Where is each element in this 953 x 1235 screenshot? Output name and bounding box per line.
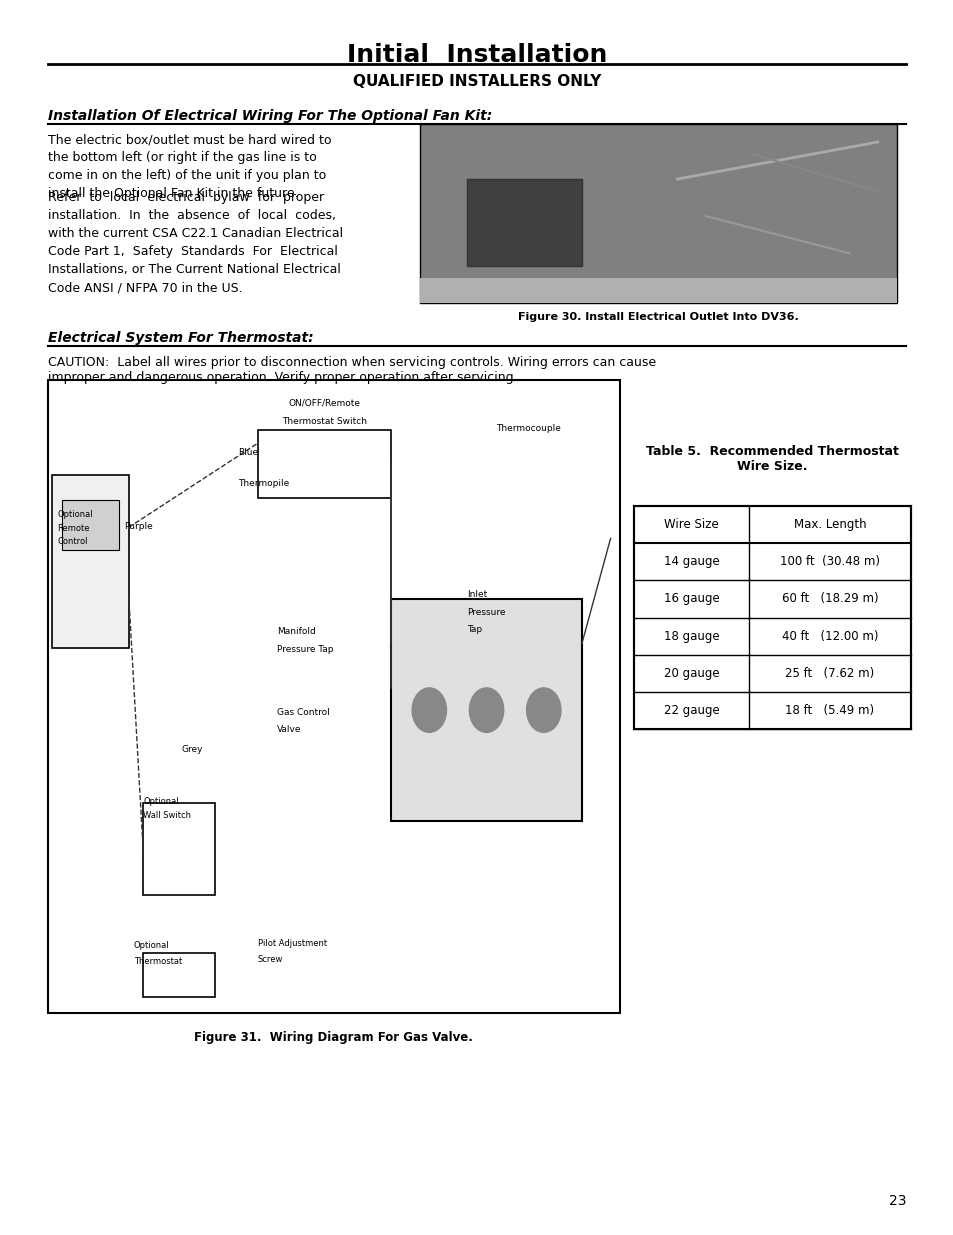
Text: Thermocouple: Thermocouple xyxy=(496,424,560,432)
Bar xyxy=(419,278,896,303)
Text: Inlet: Inlet xyxy=(467,590,487,599)
Text: Tap: Tap xyxy=(467,625,482,634)
Bar xyxy=(419,124,896,303)
Text: Wall Switch: Wall Switch xyxy=(143,811,191,820)
Text: Max. Length: Max. Length xyxy=(793,519,865,531)
Bar xyxy=(143,803,214,895)
Text: Optional: Optional xyxy=(143,797,178,805)
Text: 40 ft   (12.00 m): 40 ft (12.00 m) xyxy=(781,630,878,642)
Bar xyxy=(48,380,619,1013)
Text: Pressure Tap: Pressure Tap xyxy=(276,645,333,653)
Bar xyxy=(634,506,910,729)
Text: 14 gauge: 14 gauge xyxy=(663,556,719,568)
Text: 20 gauge: 20 gauge xyxy=(663,667,719,679)
Text: Screw: Screw xyxy=(257,955,283,963)
Text: Optional: Optional xyxy=(133,941,169,950)
Text: Installation Of Electrical Wiring For The Optional Fan Kit:: Installation Of Electrical Wiring For Th… xyxy=(48,109,492,122)
Text: ON/OFF/Remote: ON/OFF/Remote xyxy=(288,399,360,408)
Text: Wire Size: Wire Size xyxy=(663,519,719,531)
Bar xyxy=(143,953,214,997)
Text: Thermopile: Thermopile xyxy=(238,479,290,488)
Bar xyxy=(257,430,391,498)
Circle shape xyxy=(469,688,503,732)
Bar xyxy=(62,500,119,550)
Text: Refer  to  local  electrical  bylaw  for  proper
installation.  In  the  absence: Refer to local electrical bylaw for prop… xyxy=(48,191,342,294)
Text: 18 ft   (5.49 m): 18 ft (5.49 m) xyxy=(784,704,874,716)
Text: 100 ft  (30.48 m): 100 ft (30.48 m) xyxy=(780,556,879,568)
Circle shape xyxy=(526,688,560,732)
Text: 60 ft   (18.29 m): 60 ft (18.29 m) xyxy=(781,593,878,605)
Text: QUALIFIED INSTALLERS ONLY: QUALIFIED INSTALLERS ONLY xyxy=(353,74,600,89)
Text: improper and dangerous operation. Verify proper operation after servicing.: improper and dangerous operation. Verify… xyxy=(48,370,517,384)
Text: Thermostat Switch: Thermostat Switch xyxy=(281,417,367,426)
Text: Gas Control: Gas Control xyxy=(276,708,329,716)
Text: Manifold: Manifold xyxy=(276,627,315,636)
Text: 25 ft   (7.62 m): 25 ft (7.62 m) xyxy=(784,667,874,679)
Text: Remote: Remote xyxy=(57,524,90,532)
Text: Pressure: Pressure xyxy=(467,608,505,616)
Text: Electrical System For Thermostat:: Electrical System For Thermostat: xyxy=(48,331,313,345)
Text: 16 gauge: 16 gauge xyxy=(663,593,719,605)
Bar xyxy=(467,179,581,266)
Text: Thermostat: Thermostat xyxy=(133,957,182,966)
Text: Figure 30. Install Electrical Outlet Into DV36.: Figure 30. Install Electrical Outlet Int… xyxy=(517,312,798,322)
Text: Valve: Valve xyxy=(276,725,301,734)
Text: 22 gauge: 22 gauge xyxy=(663,704,719,716)
Text: Table 5.  Recommended Thermostat
Wire Size.: Table 5. Recommended Thermostat Wire Siz… xyxy=(645,445,899,473)
Text: CAUTION:  Label all wires prior to disconnection when servicing controls. Wiring: CAUTION: Label all wires prior to discon… xyxy=(48,356,655,369)
Text: The electric box/outlet must be hard wired to
the bottom left (or right if the g: The electric box/outlet must be hard wir… xyxy=(48,133,331,200)
Bar xyxy=(52,475,129,648)
Text: 23: 23 xyxy=(888,1194,905,1208)
Text: 18 gauge: 18 gauge xyxy=(663,630,719,642)
Text: Purple: Purple xyxy=(124,522,152,531)
Text: Figure 31.  Wiring Diagram For Gas Valve.: Figure 31. Wiring Diagram For Gas Valve. xyxy=(194,1031,473,1045)
Bar xyxy=(391,599,581,821)
Text: Grey: Grey xyxy=(181,745,203,753)
Circle shape xyxy=(412,688,446,732)
Text: Initial  Installation: Initial Installation xyxy=(347,43,606,67)
Text: Control: Control xyxy=(57,537,88,546)
Text: Blue: Blue xyxy=(238,448,258,457)
Text: Pilot Adjustment: Pilot Adjustment xyxy=(257,939,326,947)
Text: Optional: Optional xyxy=(57,510,92,519)
